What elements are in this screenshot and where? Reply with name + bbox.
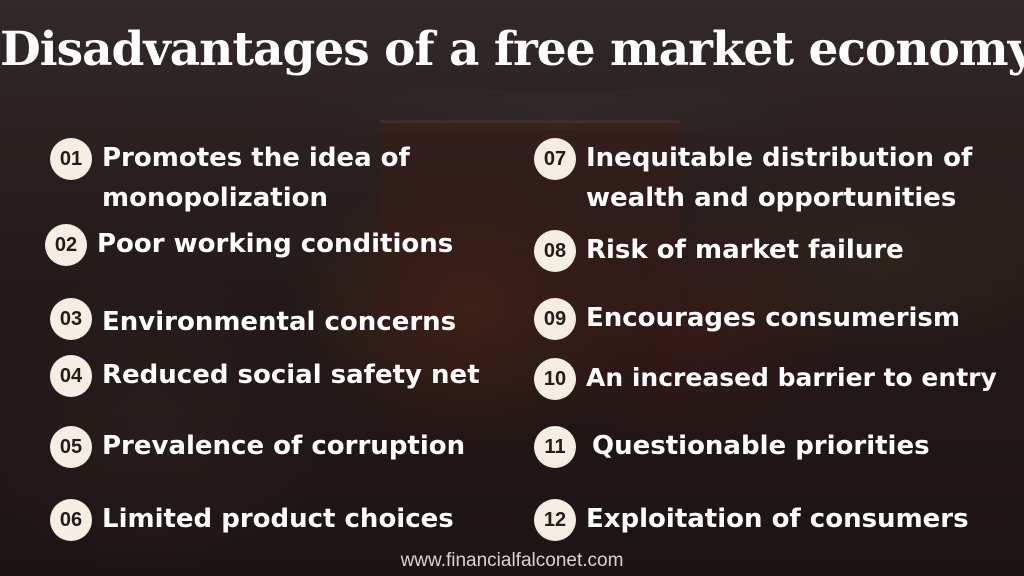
list-item-label: Inequitable distribution of wealth and o…	[586, 138, 972, 218]
list-item-09: 09 Encourages consumerism	[534, 298, 960, 340]
list-item-label: Risk of market failure	[586, 235, 904, 265]
list-item-03: 03 Environmental concerns	[50, 298, 456, 342]
number-badge: 11	[534, 426, 576, 468]
number-badge: 04	[50, 355, 92, 397]
list-item-label: An increased barrier to entry	[586, 363, 997, 392]
number-badge: 01	[50, 138, 92, 180]
list-item-label: Limited product choices	[102, 504, 454, 534]
number-badge: 02	[45, 224, 87, 266]
list-item-label-line2: monopolization	[102, 183, 329, 213]
list-item-11: 11 Questionable priorities	[534, 426, 930, 468]
list-item-10: 10 An increased barrier to entry	[534, 358, 997, 400]
list-item-label-line1: Inequitable distribution of	[586, 143, 973, 173]
list-item-label-line2: wealth and opportunities	[586, 183, 957, 213]
list-item-07: 07 Inequitable distribution of wealth an…	[534, 138, 972, 218]
number-badge: 12	[534, 499, 576, 541]
list-item-label: Reduced social safety net	[102, 360, 480, 390]
number-badge: 09	[534, 298, 576, 340]
number-badge: 08	[534, 230, 576, 272]
list-item-label: Encourages consumerism	[586, 303, 960, 333]
number-badge: 07	[534, 138, 576, 180]
number-badge: 06	[50, 499, 92, 541]
list-item-08: 08 Risk of market failure	[534, 230, 904, 272]
list-item-06: 06 Limited product choices	[50, 499, 454, 541]
list-item-01: 01 Promotes the idea of monopolization	[50, 138, 410, 218]
number-badge: 05	[50, 426, 92, 468]
list-item-04: 04 Reduced social safety net	[50, 355, 480, 397]
number-badge: 03	[50, 298, 92, 340]
list-item-label: Promotes the idea of monopolization	[102, 138, 410, 218]
footer-website: www.financialfalconet.com	[400, 550, 624, 571]
list-item-label-line1: Promotes the idea of	[102, 143, 410, 173]
list-item-label: Exploitation of consumers	[586, 504, 969, 534]
list-item-label: Environmental concerns	[102, 307, 457, 337]
background-market-stall	[380, 120, 680, 453]
list-item-12: 12 Exploitation of consumers	[534, 499, 969, 541]
list-item-label: Prevalence of corruption	[102, 431, 466, 461]
number-badge: 10	[534, 358, 576, 400]
page-title: Disadvantages of a free market economy	[0, 22, 1024, 77]
background-stall-roof	[300, 90, 820, 130]
list-item-label: Poor working conditions	[97, 229, 454, 259]
list-item-label: Questionable priorities	[592, 431, 930, 461]
list-item-02: 02 Poor working conditions	[45, 224, 453, 266]
list-item-05: 05 Prevalence of corruption	[50, 426, 465, 468]
